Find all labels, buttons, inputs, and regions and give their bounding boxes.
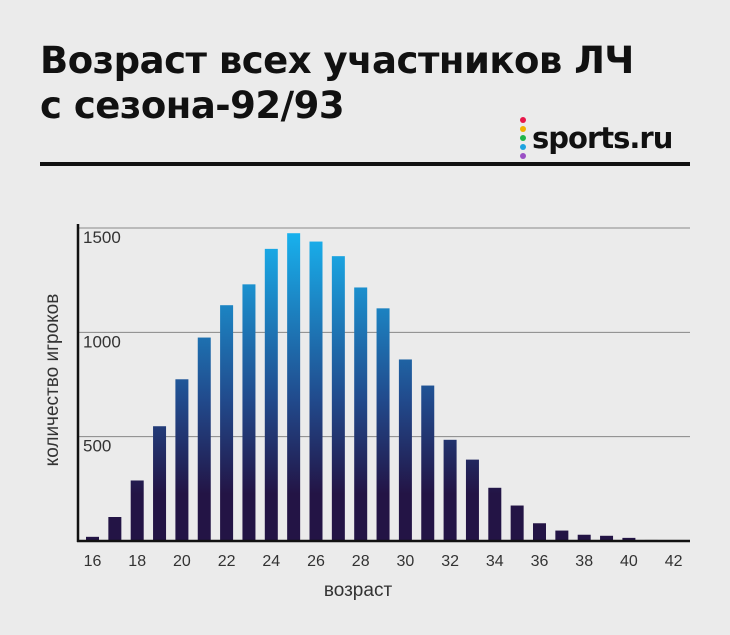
bar — [622, 537, 636, 541]
bar — [421, 385, 435, 541]
logo-dot — [520, 144, 526, 150]
x-tick-label: 42 — [665, 553, 683, 570]
bar — [510, 505, 524, 541]
bar — [287, 233, 301, 541]
bar — [376, 308, 390, 541]
bar — [443, 439, 457, 541]
x-tick-label: 36 — [531, 553, 549, 570]
title-line-1: Возраст всех участников ЛЧ — [40, 39, 634, 82]
bar — [175, 379, 189, 541]
bar — [242, 284, 256, 541]
x-tick-label: 20 — [173, 553, 191, 570]
bar — [153, 426, 167, 541]
bar — [331, 256, 345, 541]
bar — [309, 241, 323, 541]
bar — [465, 459, 479, 541]
bar — [533, 523, 546, 541]
bar — [220, 305, 234, 541]
x-tick-label: 18 — [128, 553, 146, 570]
bar — [577, 534, 591, 541]
y-tick-label: 1500 — [83, 228, 121, 247]
bar — [108, 517, 122, 541]
bar — [488, 487, 502, 541]
x-tick-label: 16 — [84, 553, 102, 570]
bars — [86, 233, 681, 541]
x-tick-label: 38 — [575, 553, 593, 570]
bar — [130, 480, 144, 541]
x-tick-label: 28 — [352, 553, 370, 570]
logo-dot — [520, 153, 526, 159]
x-tick-label: 24 — [262, 553, 280, 570]
x-tick-label: 22 — [218, 553, 236, 570]
bar — [264, 248, 278, 541]
logo-dot — [520, 117, 526, 123]
tick-labels: 500 1000 1500 16 18 20 22 24 26 28 30 32 34 36 38 40 42 — [83, 228, 683, 570]
title-line-2: с сезона-92/93 — [40, 84, 345, 127]
header-divider — [40, 162, 690, 166]
y-tick-label: 500 — [83, 437, 111, 456]
logo-text: sports.ru — [532, 121, 673, 155]
bar — [398, 359, 412, 541]
bar — [600, 535, 614, 541]
y-tick-label: 1000 — [83, 332, 121, 351]
sports-ru-logo: sports.ru — [520, 116, 673, 160]
bar — [86, 536, 99, 541]
x-tick-label: 32 — [441, 553, 459, 570]
axes — [76, 224, 690, 543]
logo-dot — [520, 126, 526, 132]
x-tick-label: 34 — [486, 553, 504, 570]
x-tick-label: 40 — [620, 553, 638, 570]
y-axis-label: количество игроков — [42, 294, 63, 467]
logo-dot — [520, 135, 526, 141]
chart-title: Возраст всех участников ЛЧ с сезона-92/9… — [40, 38, 660, 128]
x-tick-label: 26 — [307, 553, 325, 570]
bar — [354, 287, 368, 541]
logo-dots-icon — [520, 117, 526, 159]
bar — [555, 530, 569, 541]
x-axis-label: возраст — [324, 580, 393, 601]
bar — [197, 337, 211, 541]
x-tick-label: 30 — [397, 553, 415, 570]
